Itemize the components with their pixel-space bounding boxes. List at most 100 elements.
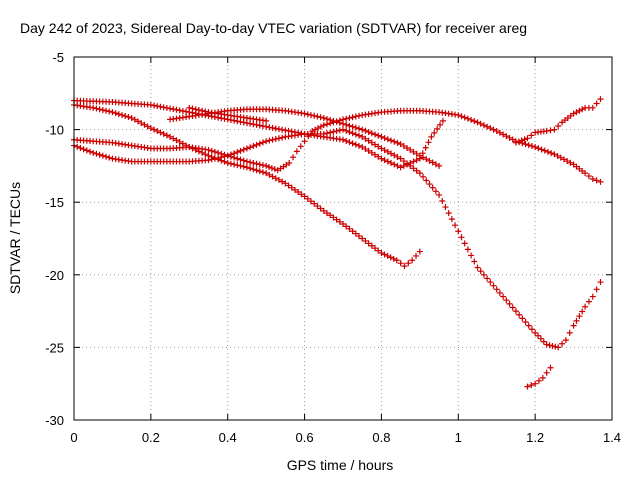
data-point <box>106 154 113 161</box>
series-track-6 <box>186 104 270 124</box>
data-point <box>428 133 435 140</box>
data-point <box>551 151 558 158</box>
data-point <box>362 127 369 134</box>
data-point <box>425 139 432 146</box>
data-point <box>154 128 161 135</box>
data-point <box>423 156 430 163</box>
data-point <box>311 112 318 119</box>
data-point <box>487 125 494 132</box>
data-point <box>543 341 550 348</box>
data-point <box>439 197 446 204</box>
data-point <box>496 289 503 296</box>
data-point <box>359 144 366 151</box>
data-point <box>288 184 295 191</box>
data-point <box>525 142 532 149</box>
data-point <box>250 159 257 166</box>
data-point <box>279 126 286 133</box>
data-point <box>320 114 327 121</box>
data-point <box>199 107 206 114</box>
data-point <box>560 156 567 163</box>
data-point <box>147 125 154 132</box>
data-point <box>154 103 161 110</box>
data-point <box>231 150 238 157</box>
data-point <box>352 113 359 120</box>
data-point <box>397 141 404 148</box>
data-point <box>115 111 122 118</box>
data-point <box>234 155 241 162</box>
data-point <box>259 162 266 169</box>
data-point <box>304 195 311 202</box>
data-point <box>393 257 400 264</box>
data-point <box>547 364 554 371</box>
data-point <box>404 160 411 167</box>
data-point <box>528 326 535 333</box>
data-point <box>409 257 416 264</box>
data-point <box>593 286 600 293</box>
data-point <box>372 245 379 252</box>
data-point <box>474 264 481 271</box>
data-point <box>103 107 110 114</box>
data-point <box>243 158 250 165</box>
data-point <box>215 154 222 161</box>
data-point <box>359 235 366 242</box>
data-point <box>401 263 408 270</box>
data-point <box>224 152 231 159</box>
data-point <box>234 149 241 156</box>
data-point <box>263 138 270 145</box>
data-point <box>362 145 369 152</box>
data-point <box>119 112 126 119</box>
data-point <box>160 130 167 137</box>
data-point <box>323 210 330 217</box>
data-point <box>202 108 209 115</box>
data-point <box>579 308 586 315</box>
x-tick-label: 0 <box>70 430 77 445</box>
data-point <box>515 138 522 145</box>
grid-layer <box>74 57 612 420</box>
chart-title: Day 242 of 2023, Sidereal Day-to-day VTE… <box>20 20 527 36</box>
data-point <box>391 152 398 159</box>
data-point <box>524 383 531 390</box>
data-point <box>224 159 231 166</box>
data-point <box>487 279 494 286</box>
data-point <box>80 146 87 153</box>
data-point <box>208 156 215 163</box>
data-point <box>211 155 218 162</box>
data-point <box>381 251 388 258</box>
series-track-3 <box>71 107 604 185</box>
data-point <box>413 150 420 157</box>
data-point <box>429 184 436 191</box>
data-point <box>269 173 276 180</box>
data-point <box>247 144 254 151</box>
data-point <box>259 123 266 130</box>
data-point <box>585 298 592 305</box>
data-point <box>461 240 468 247</box>
data-point <box>397 155 404 162</box>
data-point <box>555 344 562 351</box>
data-point <box>413 252 420 259</box>
x-axis-label: GPS time / hours <box>287 457 394 473</box>
data-point <box>320 122 327 129</box>
data-point <box>170 106 177 113</box>
data-point <box>397 164 404 171</box>
data-point <box>468 116 475 123</box>
data-point <box>524 135 531 142</box>
data-point <box>573 317 580 324</box>
data-point <box>333 216 340 223</box>
data-point <box>315 125 322 132</box>
data-point <box>484 123 491 130</box>
data-point <box>266 124 273 131</box>
data-point <box>549 342 556 349</box>
data-point <box>378 250 385 257</box>
data-point <box>167 105 174 112</box>
data-point <box>282 180 289 187</box>
data-point <box>176 107 183 114</box>
data-point <box>256 161 263 168</box>
data-point <box>576 313 583 320</box>
data-point <box>336 127 343 134</box>
data-point <box>231 161 238 168</box>
data-point <box>522 141 529 148</box>
data-point <box>400 158 407 165</box>
data-point <box>477 120 484 127</box>
data-point <box>493 286 500 293</box>
data-point <box>426 181 433 188</box>
